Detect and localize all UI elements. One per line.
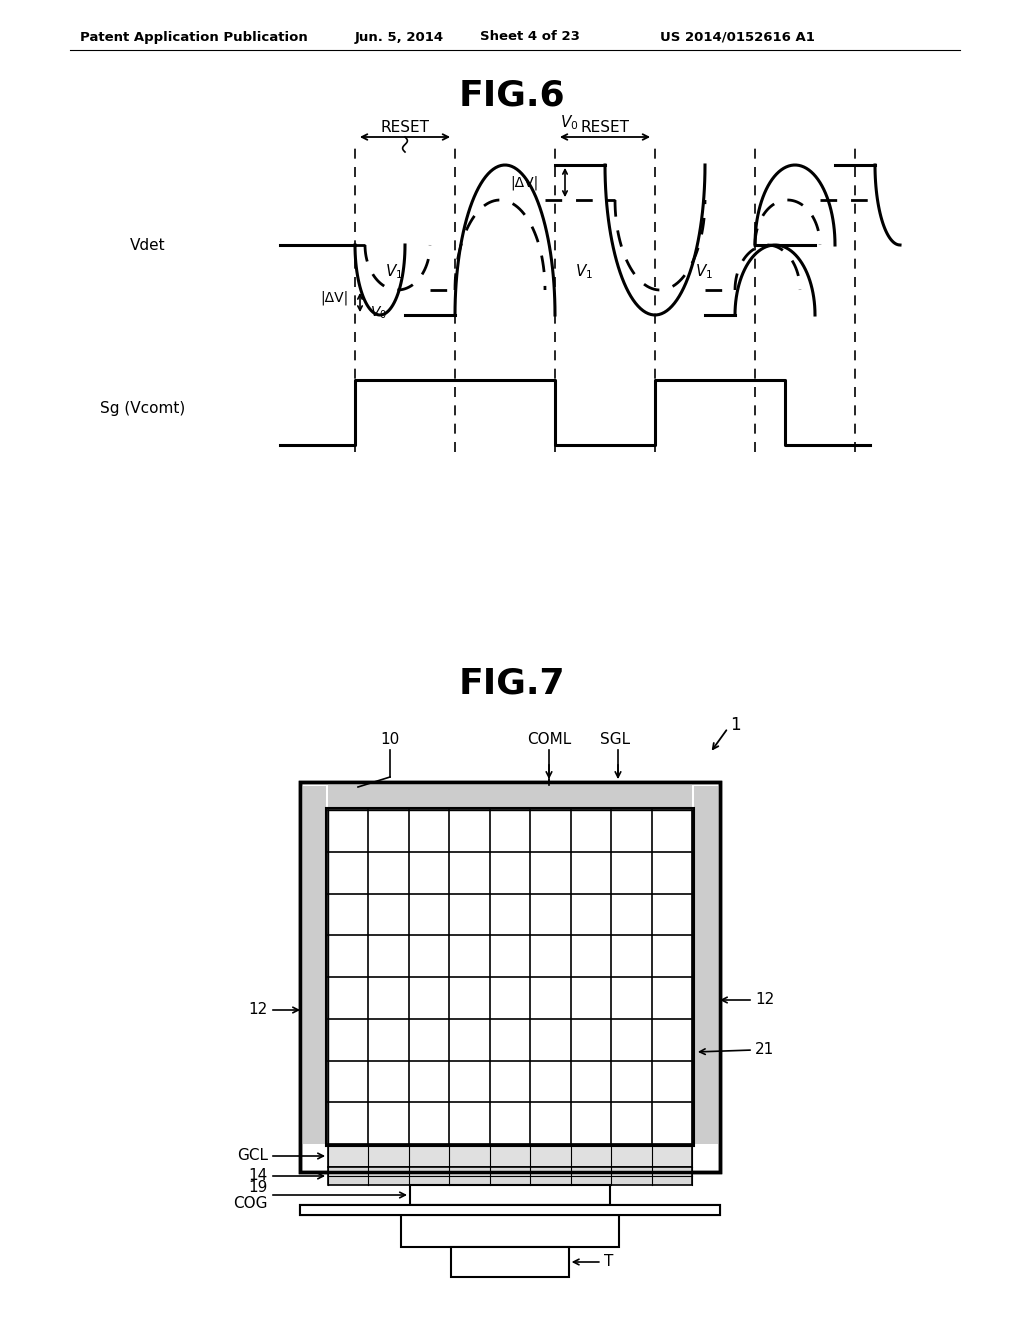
Bar bbox=[694, 785, 718, 1144]
Text: Sg (Vcomt): Sg (Vcomt) bbox=[100, 400, 185, 416]
Text: RESET: RESET bbox=[581, 120, 630, 135]
Text: SGL: SGL bbox=[600, 733, 630, 747]
Bar bbox=[328, 810, 692, 1144]
Text: Vdet: Vdet bbox=[130, 238, 166, 252]
Text: Patent Application Publication: Patent Application Publication bbox=[80, 30, 308, 44]
Text: |ΔV|: |ΔV| bbox=[319, 290, 348, 305]
Text: $V_1$: $V_1$ bbox=[695, 263, 713, 281]
Text: Jun. 5, 2014: Jun. 5, 2014 bbox=[355, 30, 444, 44]
Text: 12: 12 bbox=[755, 993, 774, 1007]
Text: $V_0$: $V_0$ bbox=[560, 114, 579, 132]
Text: FIG.6: FIG.6 bbox=[459, 78, 565, 112]
Bar bbox=[302, 785, 326, 1144]
Bar bbox=[300, 781, 720, 1172]
Text: US 2014/0152616 A1: US 2014/0152616 A1 bbox=[660, 30, 815, 44]
Text: 12: 12 bbox=[249, 1002, 268, 1018]
Bar bbox=[300, 781, 720, 1172]
Text: $V_0$: $V_0$ bbox=[370, 305, 387, 321]
Text: $V_1$: $V_1$ bbox=[575, 263, 593, 281]
Bar bbox=[410, 1185, 610, 1205]
Bar bbox=[452, 1247, 568, 1276]
Bar bbox=[326, 808, 694, 1146]
Text: 19: 19 bbox=[249, 1180, 268, 1195]
Text: $V_1$: $V_1$ bbox=[385, 263, 403, 281]
Text: 10: 10 bbox=[380, 733, 399, 747]
Bar bbox=[328, 1167, 692, 1185]
Text: COML: COML bbox=[527, 733, 571, 747]
Text: RESET: RESET bbox=[381, 120, 429, 135]
Text: Sheet 4 of 23: Sheet 4 of 23 bbox=[480, 30, 580, 44]
Text: COG: COG bbox=[233, 1196, 268, 1210]
Text: FIG.7: FIG.7 bbox=[459, 667, 565, 700]
Bar bbox=[400, 1214, 620, 1247]
Text: 1: 1 bbox=[730, 715, 740, 734]
Text: 14: 14 bbox=[249, 1168, 268, 1184]
Bar bbox=[300, 1205, 720, 1214]
Bar bbox=[300, 1205, 720, 1214]
Bar bbox=[328, 1144, 692, 1167]
Text: |ΔV|: |ΔV| bbox=[510, 176, 539, 190]
Bar bbox=[328, 784, 692, 808]
Text: 21: 21 bbox=[755, 1043, 774, 1057]
Text: GCL: GCL bbox=[237, 1148, 268, 1163]
Text: T: T bbox=[604, 1254, 613, 1270]
